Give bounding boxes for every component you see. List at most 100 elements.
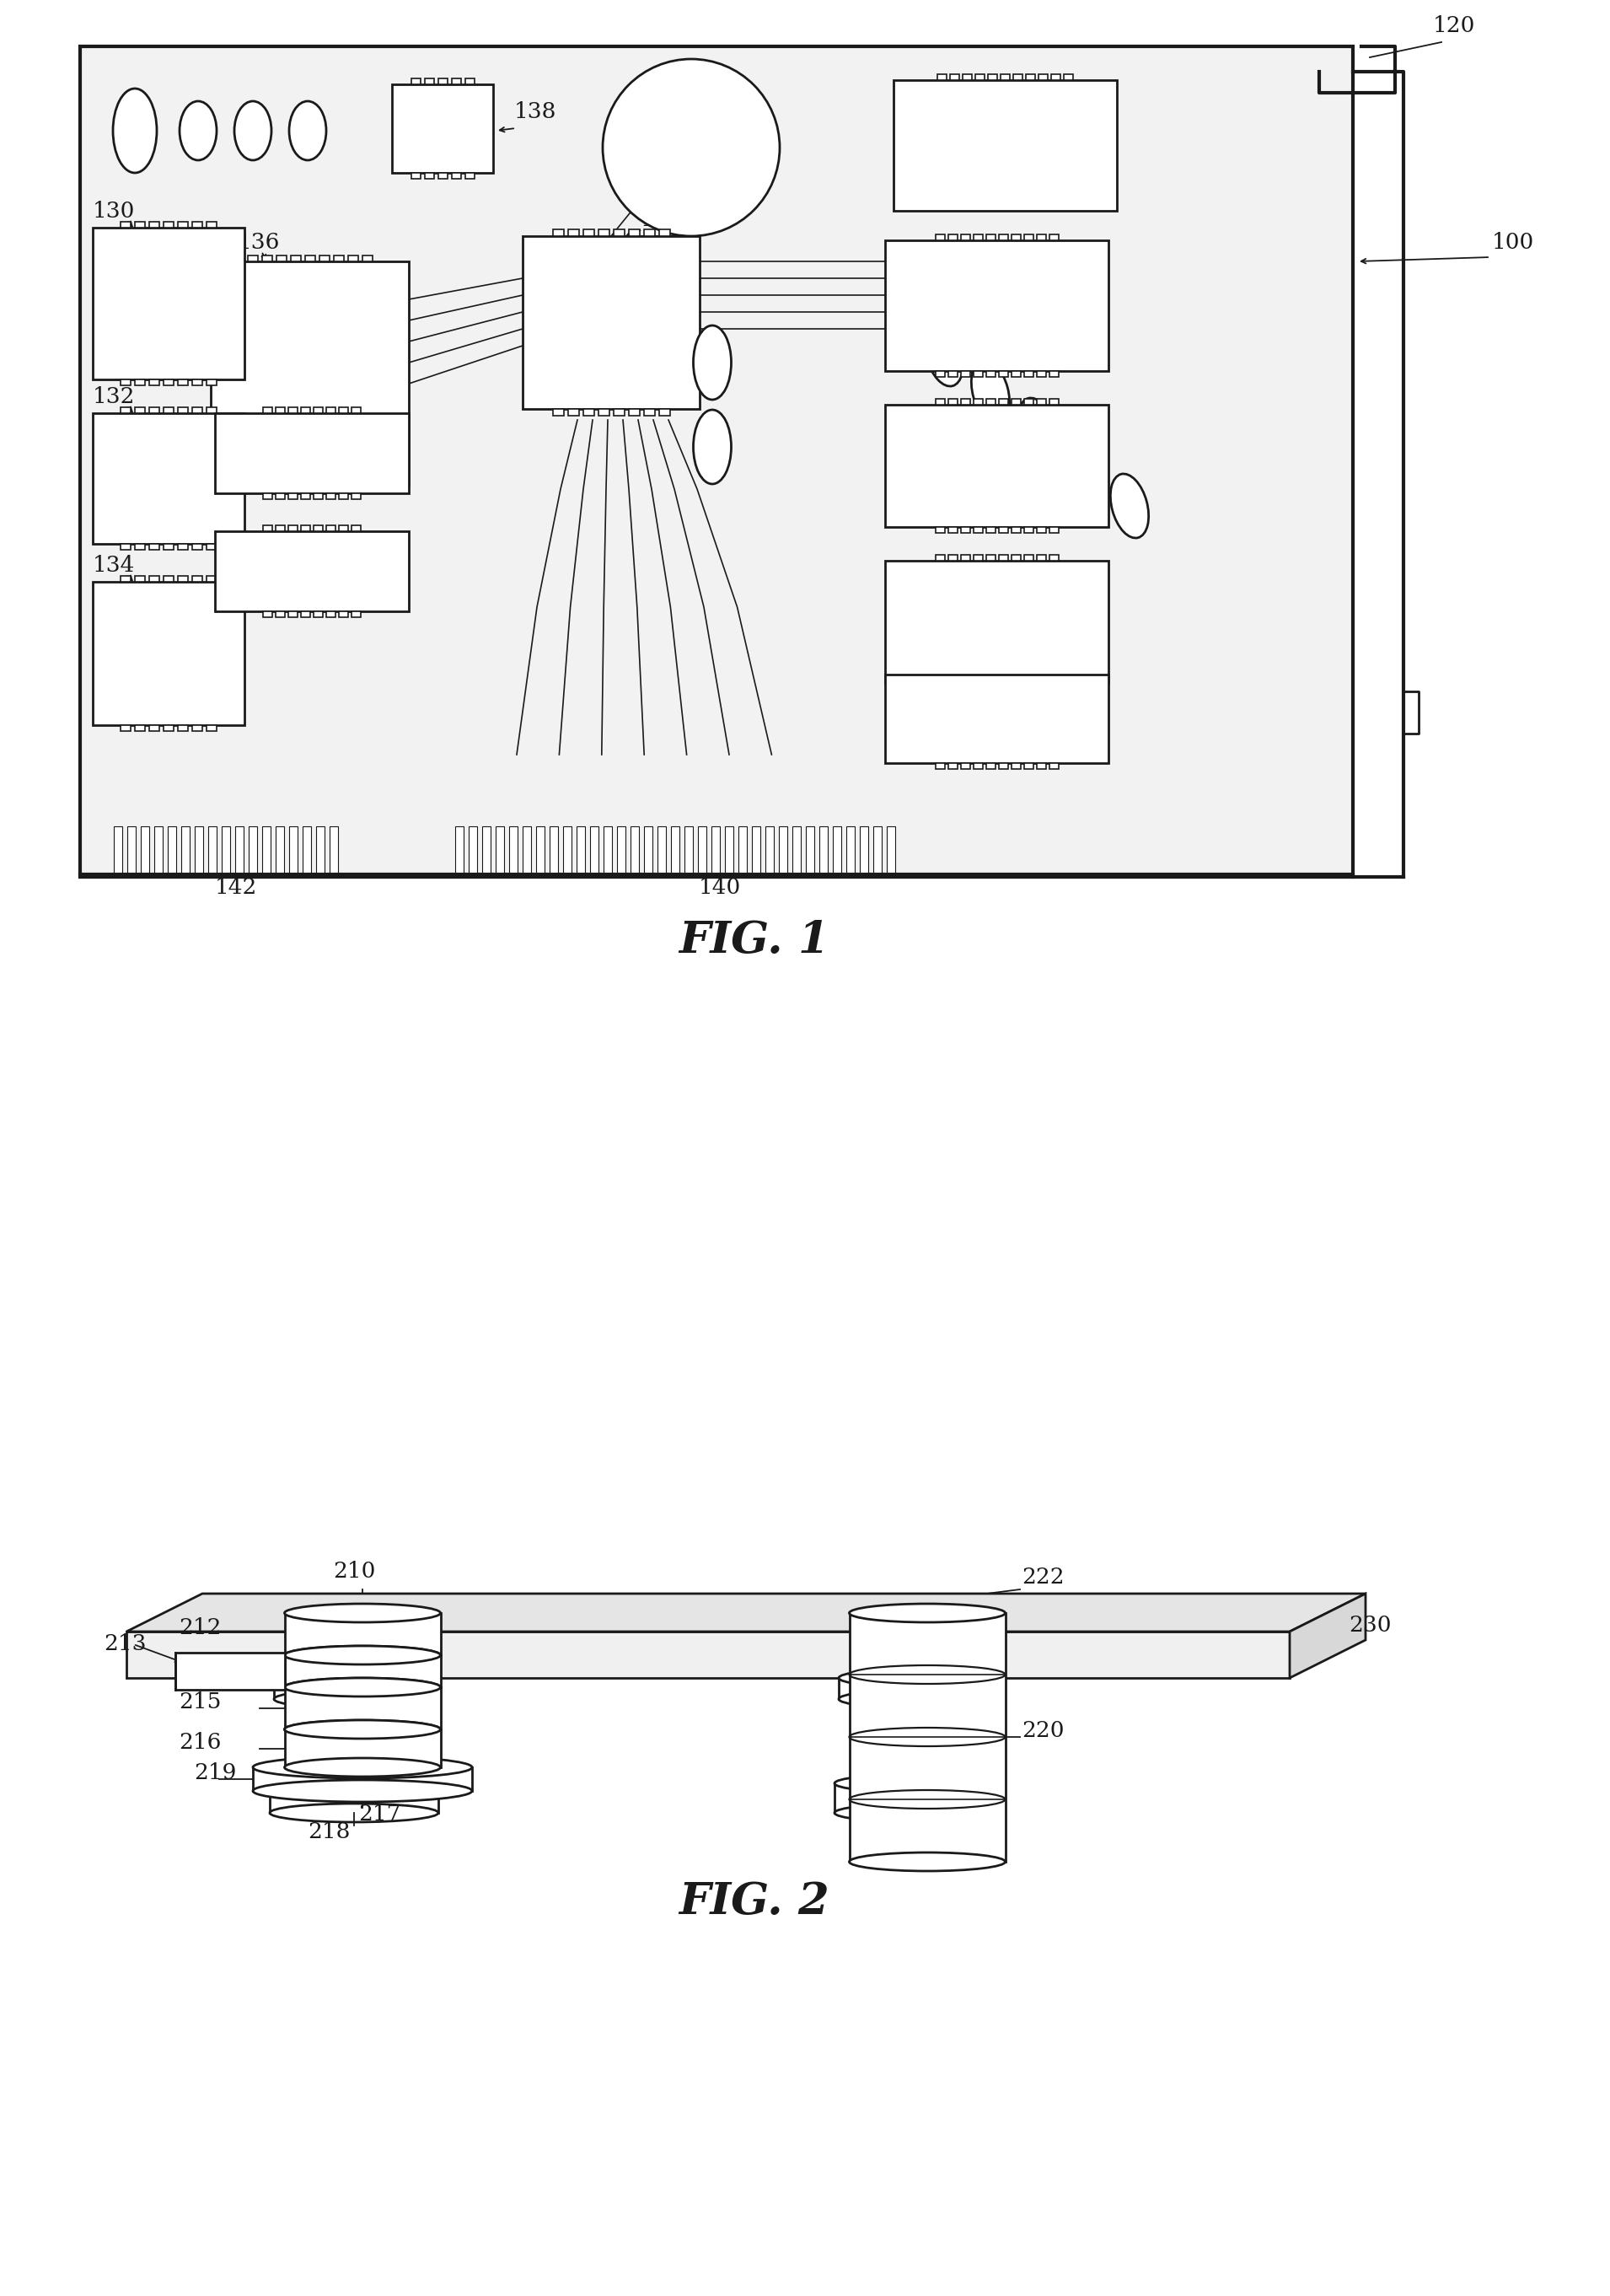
Bar bbox=[192, 576, 203, 581]
Bar bbox=[301, 409, 311, 413]
Bar bbox=[164, 576, 174, 581]
Bar bbox=[465, 172, 475, 179]
Bar bbox=[739, 827, 747, 875]
Bar bbox=[167, 827, 175, 875]
Bar bbox=[972, 372, 982, 377]
Bar bbox=[1050, 372, 1058, 377]
Bar bbox=[391, 85, 493, 172]
Bar bbox=[262, 611, 272, 618]
Bar bbox=[338, 494, 348, 498]
Text: 230: 230 bbox=[1349, 1614, 1391, 1635]
Bar bbox=[288, 494, 298, 498]
Bar bbox=[288, 409, 298, 413]
Ellipse shape bbox=[270, 1775, 438, 1793]
Ellipse shape bbox=[839, 1669, 998, 1688]
Bar bbox=[972, 682, 982, 689]
Bar bbox=[164, 379, 174, 386]
Bar bbox=[253, 1768, 472, 1791]
Bar bbox=[93, 413, 245, 544]
Bar bbox=[164, 726, 174, 730]
Bar bbox=[262, 494, 272, 498]
Bar bbox=[657, 827, 667, 875]
Bar bbox=[631, 827, 639, 875]
Bar bbox=[1037, 682, 1045, 689]
Bar bbox=[961, 400, 969, 404]
Bar bbox=[338, 526, 348, 530]
Ellipse shape bbox=[834, 1805, 1003, 1823]
Bar bbox=[192, 544, 203, 551]
Bar bbox=[1037, 528, 1045, 533]
Bar bbox=[262, 827, 270, 875]
Bar bbox=[451, 172, 460, 179]
Bar bbox=[948, 234, 958, 241]
Bar bbox=[1024, 400, 1034, 404]
Bar bbox=[523, 236, 700, 409]
Bar bbox=[351, 526, 361, 530]
Bar bbox=[998, 556, 1008, 560]
Bar bbox=[121, 379, 130, 386]
Bar bbox=[860, 827, 868, 875]
Bar bbox=[135, 544, 145, 551]
Bar bbox=[362, 484, 372, 491]
Bar bbox=[248, 255, 258, 262]
Bar bbox=[338, 611, 348, 618]
Bar bbox=[1037, 234, 1045, 241]
Bar bbox=[177, 223, 188, 227]
Bar bbox=[628, 230, 639, 236]
Bar bbox=[985, 682, 995, 689]
Ellipse shape bbox=[885, 1777, 953, 1791]
Bar bbox=[288, 526, 298, 530]
Circle shape bbox=[602, 60, 779, 236]
Bar bbox=[832, 827, 842, 875]
Text: 215: 215 bbox=[179, 1692, 222, 1713]
Bar bbox=[613, 409, 625, 416]
Bar bbox=[972, 556, 982, 560]
Bar bbox=[961, 372, 969, 377]
Bar bbox=[985, 762, 995, 769]
Bar bbox=[972, 528, 982, 533]
Text: 120: 120 bbox=[1433, 16, 1475, 37]
Ellipse shape bbox=[253, 1756, 472, 1779]
Bar bbox=[348, 484, 357, 491]
Ellipse shape bbox=[1064, 436, 1103, 501]
Bar bbox=[950, 73, 960, 80]
Bar bbox=[285, 1655, 441, 1688]
Bar bbox=[644, 409, 655, 416]
Bar bbox=[275, 255, 287, 262]
Bar bbox=[208, 827, 217, 875]
Bar bbox=[150, 406, 159, 413]
Bar bbox=[1064, 73, 1072, 80]
Bar bbox=[1050, 528, 1058, 533]
Bar bbox=[998, 234, 1008, 241]
Bar bbox=[481, 827, 491, 875]
Bar bbox=[262, 409, 272, 413]
Bar bbox=[270, 1784, 438, 1814]
Text: 219: 219 bbox=[193, 1763, 237, 1784]
Bar bbox=[285, 1729, 441, 1768]
Bar bbox=[807, 827, 815, 875]
Ellipse shape bbox=[971, 360, 1009, 425]
Bar bbox=[568, 409, 578, 416]
Bar bbox=[589, 827, 599, 875]
Bar bbox=[327, 611, 335, 618]
Bar bbox=[275, 494, 285, 498]
Bar bbox=[319, 484, 328, 491]
Bar bbox=[288, 611, 298, 618]
Bar bbox=[192, 223, 203, 227]
Ellipse shape bbox=[839, 1690, 998, 1708]
Bar bbox=[792, 827, 800, 875]
Bar bbox=[150, 223, 159, 227]
Bar bbox=[135, 726, 145, 730]
Bar bbox=[177, 406, 188, 413]
Ellipse shape bbox=[320, 1777, 388, 1791]
Ellipse shape bbox=[285, 1678, 441, 1697]
Bar bbox=[195, 827, 203, 875]
Bar bbox=[93, 227, 245, 379]
Text: 214: 214 bbox=[179, 1655, 222, 1676]
Text: 110: 110 bbox=[641, 209, 683, 230]
Bar bbox=[150, 544, 159, 551]
Bar bbox=[301, 494, 311, 498]
Bar bbox=[333, 255, 343, 262]
Bar bbox=[961, 682, 969, 689]
Bar bbox=[885, 1699, 953, 1784]
